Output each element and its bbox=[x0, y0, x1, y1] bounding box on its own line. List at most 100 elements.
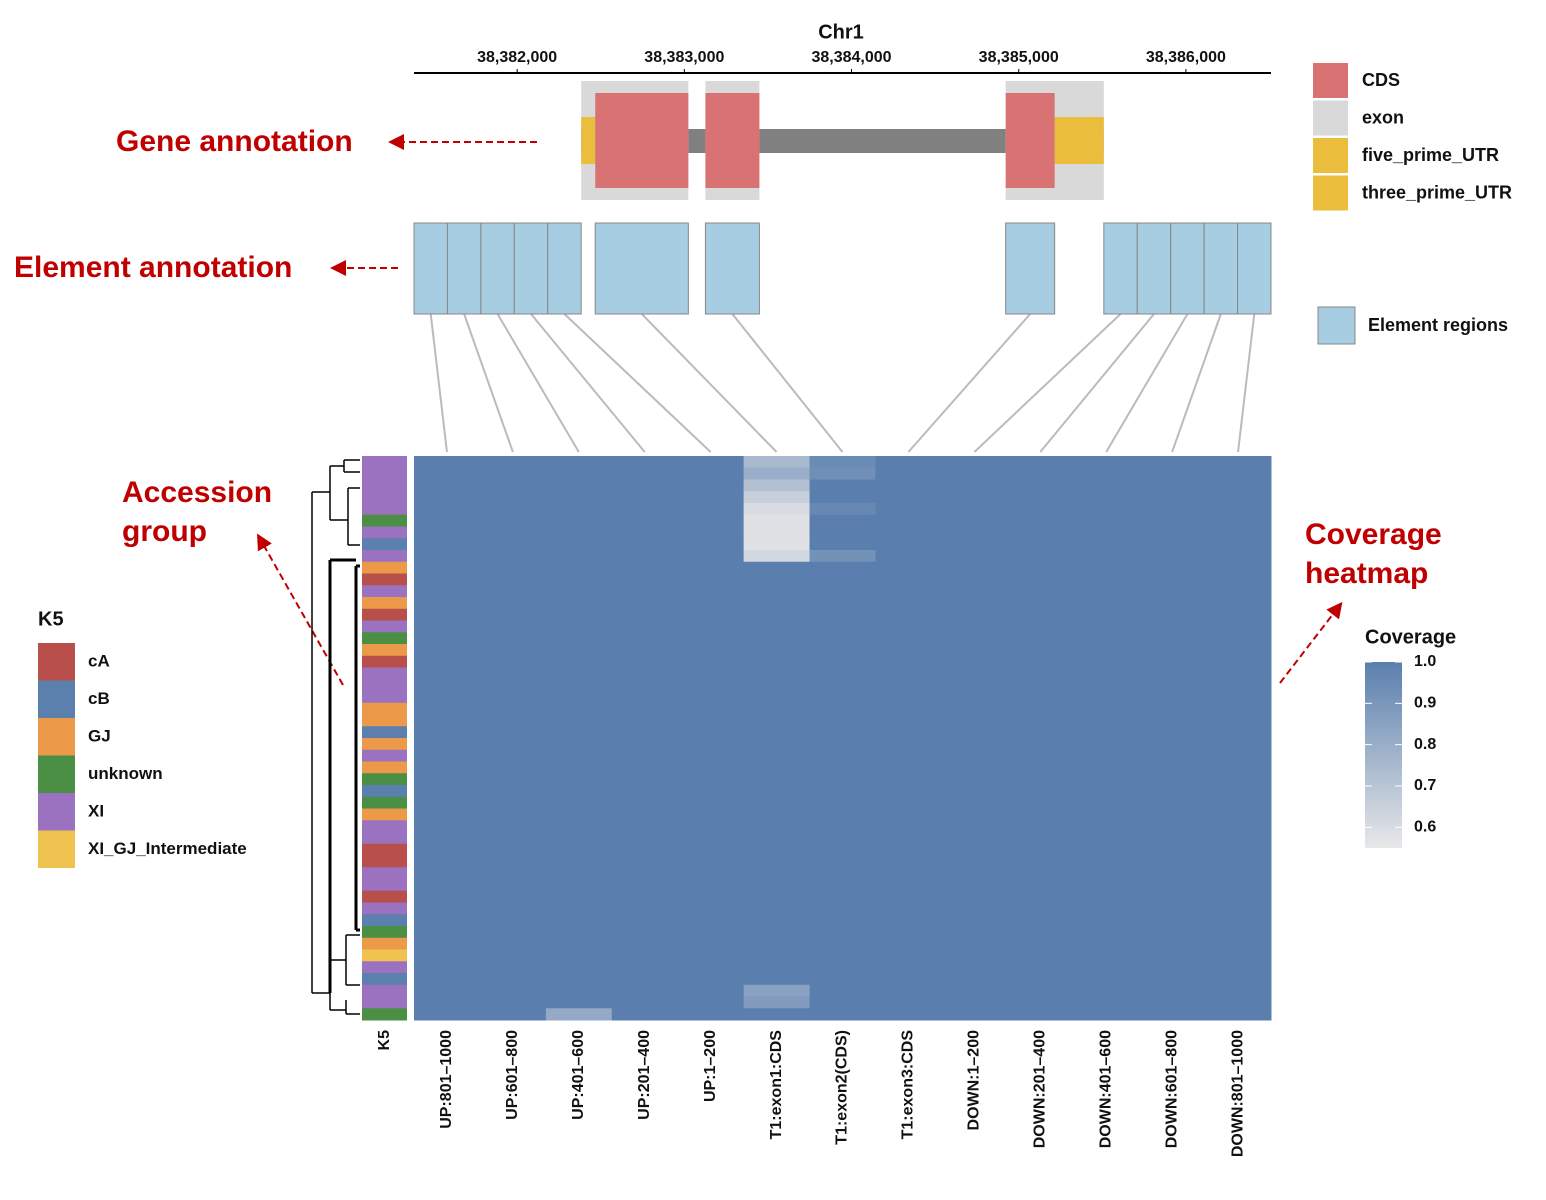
legend-label: five_prime_UTR bbox=[1362, 145, 1499, 165]
heatmap-cell bbox=[1139, 855, 1206, 868]
heatmap-cell bbox=[1073, 773, 1140, 786]
heatmap-cell bbox=[809, 608, 876, 621]
group-cell bbox=[362, 620, 407, 633]
heatmap-cell bbox=[611, 691, 679, 704]
heatmap-cell bbox=[875, 597, 942, 610]
group-cell bbox=[362, 667, 407, 680]
heatmap-cell bbox=[545, 526, 613, 539]
column-label: UP:201–400 bbox=[636, 1030, 653, 1120]
column-label: UP:601–800 bbox=[504, 1030, 521, 1120]
heatmap-cell bbox=[941, 926, 1008, 939]
heatmap-cell bbox=[1139, 503, 1206, 516]
heatmap-cell bbox=[941, 561, 1008, 574]
column-label: UP:401–600 bbox=[570, 1030, 587, 1120]
heatmap-cell bbox=[1205, 773, 1272, 786]
heatmap-cell bbox=[611, 479, 679, 492]
heatmap-cell bbox=[1205, 632, 1272, 645]
heatmap-cell bbox=[743, 749, 811, 762]
heatmap-cell bbox=[545, 456, 613, 469]
heatmap-cell bbox=[414, 761, 481, 774]
heatmap-cell bbox=[875, 479, 942, 492]
x-tick-label: 38,383,000 bbox=[644, 49, 724, 66]
heatmap-cell bbox=[611, 667, 679, 680]
heatmap-cell bbox=[1205, 785, 1272, 798]
heatmap-cell bbox=[743, 573, 811, 586]
heatmap-cell bbox=[875, 644, 942, 657]
legend-label: cA bbox=[88, 651, 110, 670]
heatmap-cell bbox=[809, 890, 876, 903]
heatmap-cell bbox=[1139, 526, 1206, 539]
heatmap-cell bbox=[743, 843, 811, 856]
heatmap-cell bbox=[545, 749, 613, 762]
heatmap-cell bbox=[1007, 479, 1074, 492]
heatmap-cell bbox=[875, 973, 942, 986]
heatmap-cell bbox=[1205, 843, 1272, 856]
heatmap-cell bbox=[479, 738, 547, 751]
heatmap-cell bbox=[941, 608, 1008, 621]
connector bbox=[496, 313, 580, 453]
heatmap-cell bbox=[479, 820, 547, 833]
gene-annotation-label: Gene annotation bbox=[116, 125, 353, 158]
heatmap-cell bbox=[1007, 702, 1074, 715]
heatmap-cell bbox=[743, 961, 811, 974]
heatmap-cell bbox=[479, 926, 547, 939]
element-region bbox=[413, 222, 448, 315]
heatmap-cell bbox=[545, 890, 613, 903]
heatmap-cell bbox=[677, 714, 745, 727]
heatmap-cell bbox=[677, 632, 745, 645]
heatmap-cell bbox=[1073, 937, 1140, 950]
heatmap-cell bbox=[611, 808, 679, 821]
heatmap-cell bbox=[479, 608, 547, 621]
element-region bbox=[594, 222, 689, 315]
heatmap-cell bbox=[1139, 914, 1206, 927]
heatmap-cell bbox=[479, 832, 547, 845]
heatmap-cell bbox=[545, 984, 613, 997]
heatmap-cell bbox=[875, 514, 942, 527]
heatmap-cell bbox=[875, 585, 942, 598]
heatmap-cell bbox=[479, 655, 547, 668]
heatmap-cell bbox=[743, 655, 811, 668]
heatmap-cell bbox=[1139, 902, 1206, 915]
heatmap-cell bbox=[875, 573, 942, 586]
heatmap-cell bbox=[677, 902, 745, 915]
heatmap-cell bbox=[1007, 914, 1074, 927]
heatmap-cell bbox=[1073, 550, 1140, 563]
heatmap-cell bbox=[743, 514, 811, 527]
connector bbox=[973, 313, 1122, 453]
heatmap-cell bbox=[414, 620, 481, 633]
heatmap-cell bbox=[875, 890, 942, 903]
heatmap-cell bbox=[677, 573, 745, 586]
heatmap-cell bbox=[1007, 526, 1074, 539]
heatmap-cell bbox=[1205, 679, 1272, 692]
heatmap-cell bbox=[1205, 961, 1272, 974]
heatmap-cell bbox=[941, 984, 1008, 997]
heatmap-cell bbox=[479, 855, 547, 868]
heatmap-cell bbox=[677, 585, 745, 598]
x-tick-label: 38,385,000 bbox=[979, 49, 1059, 66]
heatmap-cell bbox=[545, 550, 613, 563]
legend-swatch bbox=[38, 830, 75, 868]
heatmap-cell bbox=[611, 526, 679, 539]
heatmap-cell bbox=[1073, 855, 1140, 868]
heatmap-cell bbox=[809, 526, 876, 539]
heatmap-cell bbox=[875, 655, 942, 668]
heatmap-cell bbox=[677, 679, 745, 692]
heatmap-cell bbox=[1073, 479, 1140, 492]
legend-swatch bbox=[38, 643, 75, 681]
heatmap-cell bbox=[743, 973, 811, 986]
heatmap-cell bbox=[1205, 937, 1272, 950]
heatmap-cell bbox=[414, 1008, 481, 1021]
heatmap-cell bbox=[1007, 561, 1074, 574]
heatmap-cell bbox=[479, 961, 547, 974]
heatmap-cell bbox=[545, 632, 613, 645]
heatmap-cell bbox=[1007, 832, 1074, 845]
heatmap-cell bbox=[545, 832, 613, 845]
heatmap-cell bbox=[479, 702, 547, 715]
heatmap-cell bbox=[414, 973, 481, 986]
heatmap-cell bbox=[809, 773, 876, 786]
heatmap-cell bbox=[545, 961, 613, 974]
heatmap-cell bbox=[809, 597, 876, 610]
heatmap-cell bbox=[743, 597, 811, 610]
heatmap-cell bbox=[479, 467, 547, 480]
heatmap-cell bbox=[479, 808, 547, 821]
